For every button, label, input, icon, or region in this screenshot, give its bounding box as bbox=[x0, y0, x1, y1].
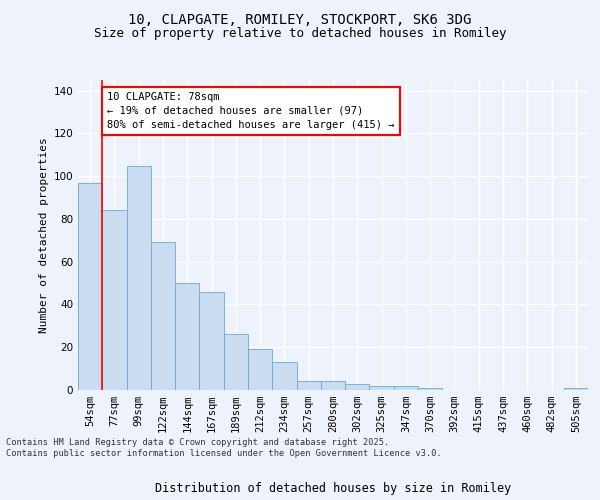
Bar bbox=[321, 382, 345, 390]
Bar bbox=[127, 166, 151, 390]
Bar bbox=[248, 350, 272, 390]
Y-axis label: Number of detached properties: Number of detached properties bbox=[39, 137, 49, 333]
Bar bbox=[345, 384, 370, 390]
Bar bbox=[199, 292, 224, 390]
Bar bbox=[564, 388, 588, 390]
Bar bbox=[175, 283, 199, 390]
Text: 10, CLAPGATE, ROMILEY, STOCKPORT, SK6 3DG: 10, CLAPGATE, ROMILEY, STOCKPORT, SK6 3D… bbox=[128, 12, 472, 26]
Bar bbox=[418, 388, 442, 390]
Bar bbox=[151, 242, 175, 390]
Bar bbox=[296, 382, 321, 390]
Text: Size of property relative to detached houses in Romiley: Size of property relative to detached ho… bbox=[94, 28, 506, 40]
Text: 10 CLAPGATE: 78sqm
← 19% of detached houses are smaller (97)
80% of semi-detache: 10 CLAPGATE: 78sqm ← 19% of detached hou… bbox=[107, 92, 395, 130]
Bar bbox=[224, 334, 248, 390]
Bar bbox=[370, 386, 394, 390]
Bar bbox=[102, 210, 127, 390]
Text: Contains HM Land Registry data © Crown copyright and database right 2025.
Contai: Contains HM Land Registry data © Crown c… bbox=[6, 438, 442, 458]
Bar bbox=[272, 362, 296, 390]
Bar bbox=[78, 182, 102, 390]
Text: Distribution of detached houses by size in Romiley: Distribution of detached houses by size … bbox=[155, 482, 511, 495]
Bar bbox=[394, 386, 418, 390]
